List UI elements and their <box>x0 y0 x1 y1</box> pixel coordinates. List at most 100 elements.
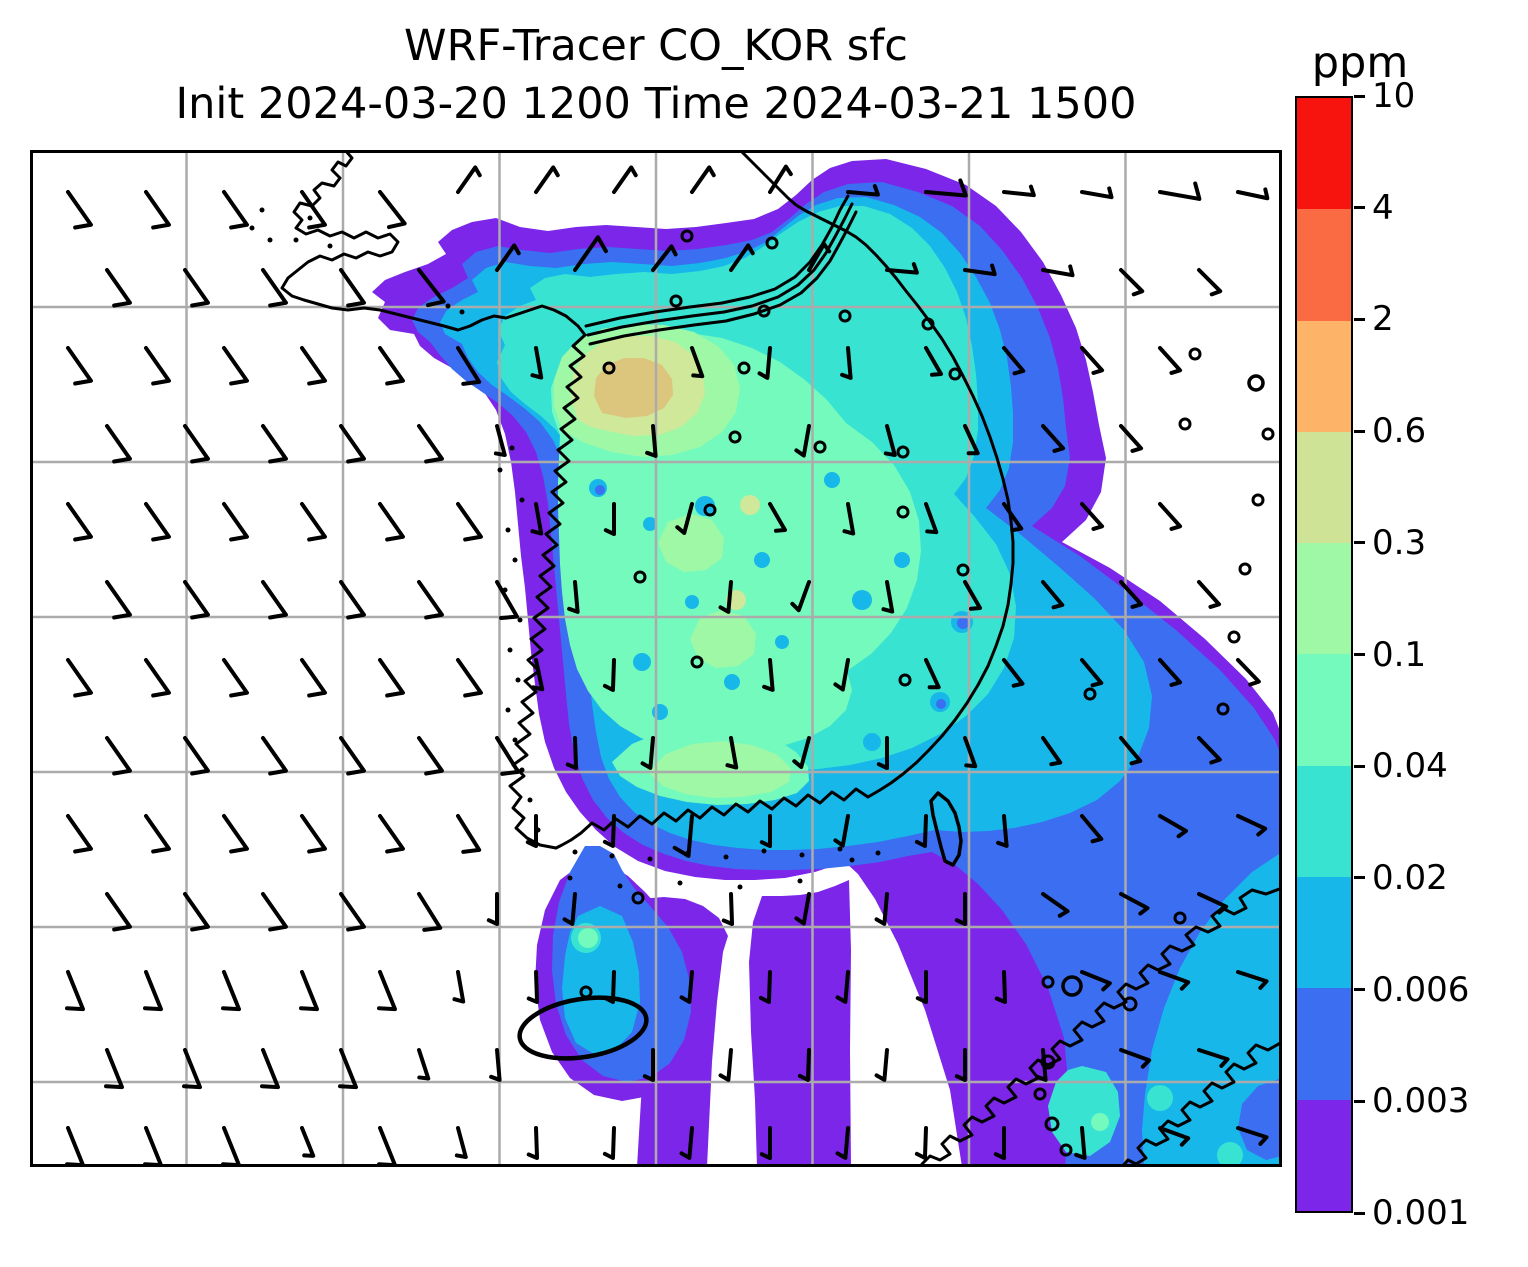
contour-pocket <box>685 595 699 609</box>
island-outline <box>1033 1087 1047 1101</box>
colorbar-tick-label: 0.006 <box>1372 969 1470 1010</box>
wind-barb <box>651 244 678 272</box>
wind-barb <box>840 346 853 380</box>
wind-barb <box>807 242 832 272</box>
wind-barb <box>562 892 577 926</box>
wind-barb <box>993 1126 1006 1160</box>
wind-barb <box>417 1048 431 1081</box>
colorbar-tick <box>1354 764 1365 768</box>
wind-barb <box>1197 268 1223 297</box>
contour-pocket <box>863 733 881 751</box>
wind-barb <box>876 736 889 770</box>
contour-region-green-patch-c <box>648 741 791 798</box>
colorbar-segment-4 <box>1297 543 1351 655</box>
wind-barb <box>846 184 880 197</box>
wind-barb <box>1236 970 1269 990</box>
wind-barb <box>456 658 483 698</box>
wind-barb <box>1002 184 1036 198</box>
wind-barb <box>602 970 616 1004</box>
wind-barb <box>1041 580 1065 610</box>
map-panel <box>30 150 1282 1167</box>
wind-barb <box>1041 424 1066 453</box>
wind-barb <box>417 892 443 932</box>
wind-barb <box>261 268 288 308</box>
wind-barb <box>963 424 980 456</box>
wind-barb <box>721 892 735 926</box>
calm-wind-circle <box>669 294 683 308</box>
wind-barb <box>66 658 93 698</box>
wind-barb <box>1197 580 1222 609</box>
colorbar-segment-6 <box>1297 765 1351 878</box>
small-island-dot <box>875 850 881 856</box>
contour-pocket <box>643 517 657 531</box>
small-island-dot <box>512 737 518 743</box>
calm-wind-circle <box>1261 427 1275 441</box>
wind-barb <box>1236 814 1268 837</box>
contour-pocket <box>633 653 651 671</box>
calm-wind-circle <box>1251 493 1265 507</box>
korea-dmz-border-lines <box>588 210 858 346</box>
wind-barb <box>454 1126 468 1159</box>
island-outline <box>1122 996 1138 1012</box>
wind-barb <box>64 1126 85 1167</box>
wind-barb <box>66 346 93 386</box>
calm-wind-circle <box>896 445 910 459</box>
wind-barb <box>417 736 444 776</box>
wind-barb <box>376 970 397 1012</box>
wind-barb <box>1080 346 1105 375</box>
wind-barb <box>261 580 288 620</box>
contour-pocket <box>724 674 740 690</box>
colorbar-tick-label: 0.3 <box>1372 522 1427 563</box>
wind-barb <box>456 502 483 542</box>
calm-wind-circle <box>737 361 751 375</box>
colorbar-segment-0 <box>1297 98 1351 210</box>
wind-barb <box>1158 1126 1191 1147</box>
wind-barb <box>142 1126 163 1167</box>
wind-barb <box>797 1048 811 1082</box>
calm-wind-circle <box>838 309 852 323</box>
calm-wind-circle <box>579 985 593 999</box>
wind-barb <box>573 235 608 272</box>
calm-wind-circle <box>948 367 962 381</box>
wind-barb <box>1236 658 1261 687</box>
wind-barb <box>456 165 482 194</box>
wind-barb <box>222 190 249 230</box>
wind-barb <box>914 814 928 848</box>
wind-barb <box>996 814 1009 848</box>
wind-barb <box>66 190 93 230</box>
calm-wind-circle <box>1083 687 1097 701</box>
wind-barb <box>183 424 210 464</box>
wind-barb <box>954 892 967 926</box>
nw-china-nk-coast <box>280 150 587 337</box>
colorbar <box>1295 96 1353 1213</box>
colorbar-tick-label: 0.003 <box>1372 1081 1470 1122</box>
wind-barb <box>565 736 579 770</box>
small-island-dot <box>723 854 729 860</box>
wind-barb-layer <box>64 164 1275 1167</box>
small-island-dot <box>617 883 623 889</box>
korea-dmz-border-lines <box>584 194 850 328</box>
wind-barb <box>757 346 772 380</box>
wind-barb <box>1119 268 1145 297</box>
wind-barb <box>417 424 444 464</box>
colorbar-tick <box>1354 206 1365 210</box>
small-island-dot <box>445 303 451 309</box>
wind-barb <box>1119 892 1150 916</box>
wind-barb <box>994 970 1008 1004</box>
wind-barb <box>1041 892 1070 918</box>
wind-barb <box>602 814 616 848</box>
wind-barb <box>1158 346 1183 375</box>
wind-barb <box>300 814 327 854</box>
small-island-dot <box>259 207 265 213</box>
wind-barb <box>835 1126 850 1160</box>
wind-barb <box>417 268 446 308</box>
small-island-dot <box>293 237 299 243</box>
small-island-dot <box>267 237 273 243</box>
colorbar-tick <box>1354 429 1365 433</box>
small-island-dot <box>307 215 313 221</box>
calm-wind-circle <box>1173 911 1187 925</box>
small-island-dot <box>737 884 743 890</box>
wind-barb <box>300 1126 316 1158</box>
wind-barb <box>718 1048 733 1082</box>
tsushima-island <box>929 791 963 867</box>
